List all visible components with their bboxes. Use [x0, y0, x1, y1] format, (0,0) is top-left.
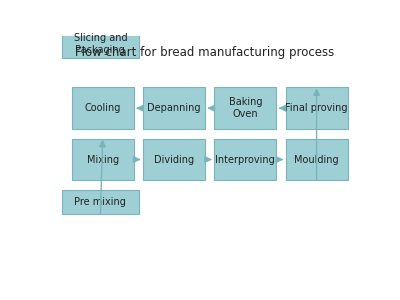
Text: Depanning: Depanning: [147, 103, 201, 113]
FancyBboxPatch shape: [143, 139, 205, 180]
FancyBboxPatch shape: [214, 139, 276, 180]
Text: Dividing: Dividing: [154, 154, 194, 164]
FancyBboxPatch shape: [286, 139, 348, 180]
Text: Cooling: Cooling: [84, 103, 121, 113]
FancyBboxPatch shape: [62, 30, 139, 58]
Text: Pre mixing: Pre mixing: [74, 197, 126, 207]
FancyBboxPatch shape: [286, 87, 348, 129]
Text: Moulding: Moulding: [294, 154, 339, 164]
Text: Interproving: Interproving: [216, 154, 275, 164]
FancyBboxPatch shape: [143, 87, 205, 129]
FancyBboxPatch shape: [62, 190, 139, 214]
FancyBboxPatch shape: [72, 87, 134, 129]
Text: Mixing: Mixing: [87, 154, 119, 164]
Text: Slicing and
Packaging: Slicing and Packaging: [74, 33, 127, 55]
Text: Baking
Oven: Baking Oven: [228, 98, 262, 119]
FancyBboxPatch shape: [214, 87, 276, 129]
FancyBboxPatch shape: [72, 139, 134, 180]
Text: Final proving: Final proving: [285, 103, 348, 113]
Text: Flow chart for bread manufacturing process: Flow chart for bread manufacturing proce…: [75, 46, 335, 59]
